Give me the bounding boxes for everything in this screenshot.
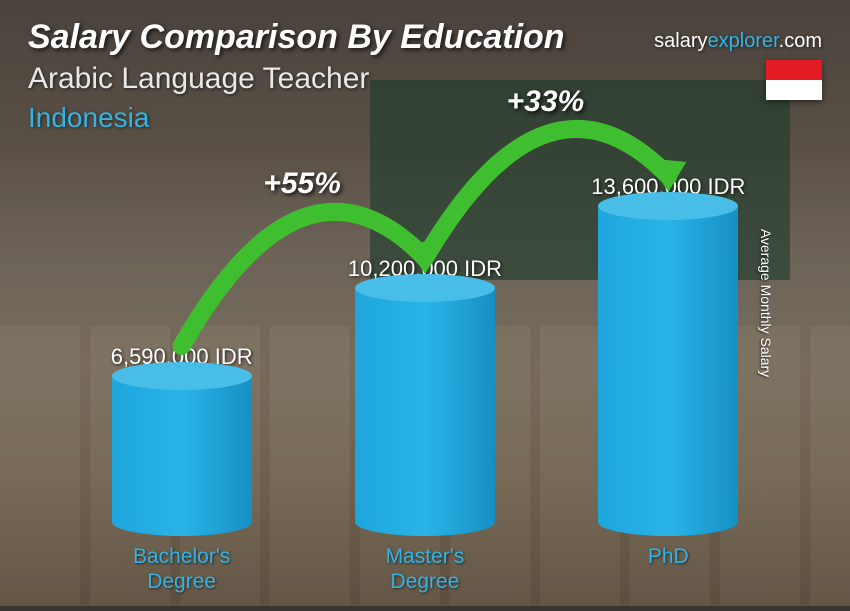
bar-chart: 6,590,000 IDR10,200,000 IDR13,600,000 ID… (60, 160, 790, 536)
flag-stripe-bottom (766, 80, 822, 100)
bar-group: 10,200,000 IDR (325, 256, 525, 536)
bar-body (598, 206, 738, 536)
bars-row: 6,590,000 IDR10,200,000 IDR13,600,000 ID… (60, 160, 790, 536)
brand-label: salaryexplorer.com (654, 30, 822, 53)
percent-increase-label: +33% (507, 85, 585, 119)
x-axis-label: Master'sDegree (325, 544, 525, 594)
bar-body (355, 288, 495, 536)
x-axis-label: PhD (568, 544, 768, 594)
brand-part1: salary (654, 30, 707, 52)
bar-group: 13,600,000 IDR (568, 174, 768, 536)
country-flag-icon (766, 60, 822, 100)
bar (112, 376, 252, 536)
flag-stripe-top (766, 60, 822, 80)
bar-top-ellipse (355, 274, 495, 302)
country-label: Indonesia (28, 102, 149, 134)
page-title: Salary Comparison By Education (28, 18, 565, 57)
bar-group: 6,590,000 IDR (82, 344, 282, 536)
bar-top-ellipse (112, 362, 252, 390)
x-axis-labels: Bachelor'sDegree Master'sDegree PhD (60, 544, 790, 594)
infographic: Salary Comparison By Education Arabic La… (0, 0, 850, 606)
bar (355, 288, 495, 536)
bar-body (112, 376, 252, 536)
x-axis-label: Bachelor'sDegree (82, 544, 282, 594)
job-title: Arabic Language Teacher (28, 62, 369, 96)
brand-part3: .com (779, 30, 822, 52)
bar (598, 206, 738, 536)
bar-top-ellipse (598, 192, 738, 220)
brand-part2: explorer (708, 30, 779, 52)
